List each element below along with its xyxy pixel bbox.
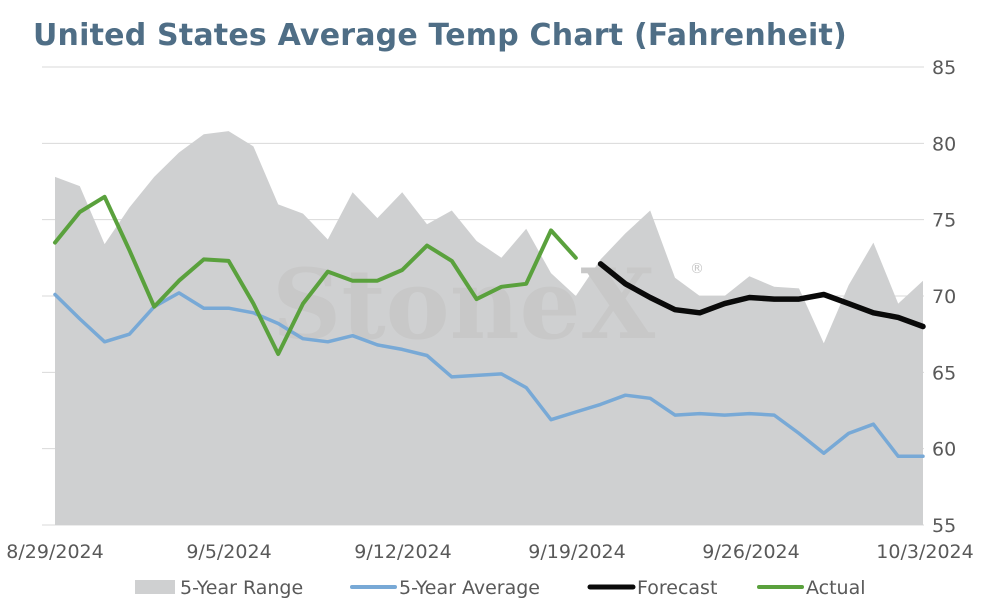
- x-tick-label: 9/26/2024: [702, 541, 799, 563]
- y-tick-label: 70: [932, 286, 956, 308]
- range-band: [55, 131, 923, 525]
- x-tick-label: 10/3/2024: [876, 541, 973, 563]
- y-tick-label: 65: [932, 362, 956, 384]
- x-tick-label: 9/19/2024: [528, 541, 625, 563]
- series-layer: [53, 194, 926, 459]
- y-tick-label: 80: [932, 133, 956, 155]
- legend-label-5-year-average: 5-Year Average: [399, 577, 540, 599]
- y-axis-ticks: 55 60 65 70 75 80 85: [932, 57, 956, 537]
- watermark-registered-mark: ®: [690, 261, 704, 277]
- range-band-layer: [55, 131, 923, 525]
- legend-label-5-year-range: 5-Year Range: [180, 577, 303, 599]
- y-tick-label: 60: [932, 439, 956, 461]
- x-tick-label: 9/5/2024: [186, 541, 271, 563]
- y-tick-label: 75: [932, 210, 956, 232]
- x-axis-ticks: 8/29/2024 9/5/2024 9/12/2024 9/19/2024 9/26/…: [6, 541, 973, 563]
- series-line-forecast: [597, 261, 926, 330]
- legend-swatch-5-year-range: [135, 580, 175, 594]
- legend-label-forecast: Forecast: [637, 577, 717, 599]
- y-tick-label: 55: [932, 515, 956, 537]
- series-line-actual: [53, 194, 578, 356]
- series-line-5-year-average: [53, 291, 925, 459]
- legend: 5-Year Range 5-Year Average Forecast Actual: [135, 577, 866, 599]
- watermark-text: StoneX: [272, 248, 656, 361]
- y-tick-label: 85: [932, 57, 956, 79]
- x-tick-label: 9/12/2024: [354, 541, 451, 563]
- legend-label-actual: Actual: [806, 577, 866, 599]
- watermark: StoneX ®: [272, 248, 704, 361]
- x-tick-label: 8/29/2024: [6, 541, 103, 563]
- chart-title: United States Average Temp Chart (Fahren…: [33, 18, 847, 53]
